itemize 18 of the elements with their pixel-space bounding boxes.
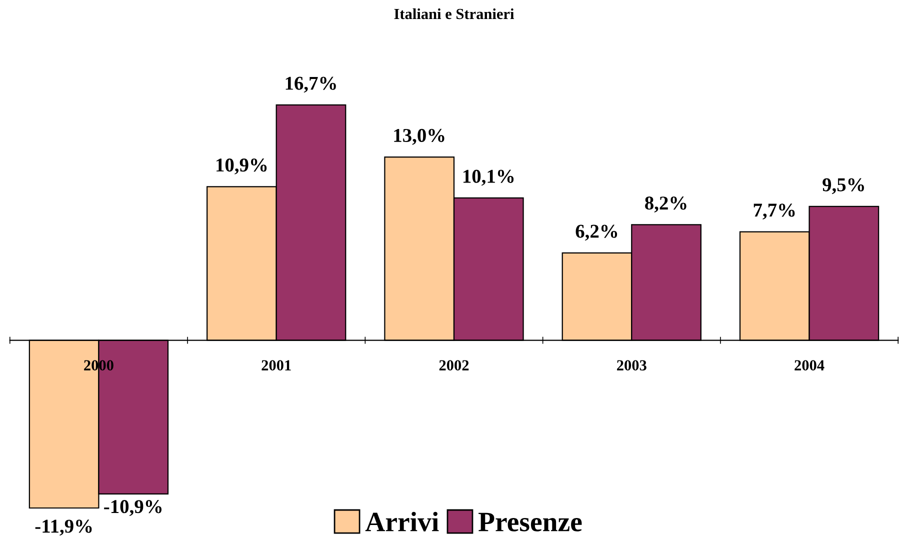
x-tick-label: 2001 (262, 360, 291, 370)
x-tick-label: 2002 (439, 360, 469, 370)
data-label: 10,9% (216, 158, 267, 174)
legend-label: Arrivi (365, 512, 439, 532)
x-tick-label: 2004 (794, 360, 824, 370)
data-label: 7,7% (754, 204, 795, 220)
data-label: 6,2% (576, 224, 618, 241)
data-label: 9,5% (822, 178, 864, 194)
chart-title: Italiani e Stranieri (394, 8, 514, 20)
legend-label: Presenze (478, 512, 582, 532)
data-label: 10,1% (463, 170, 514, 186)
x-tick-label: 2000 (84, 360, 114, 370)
x-tick-label: 2003 (617, 360, 646, 370)
data-label: 16,7% (286, 76, 336, 93)
data-label: -10,9% (104, 500, 162, 516)
data-label: 13,0% (394, 128, 444, 145)
data-label: 8,2% (645, 196, 686, 212)
data-label: -11,9% (35, 520, 92, 536)
